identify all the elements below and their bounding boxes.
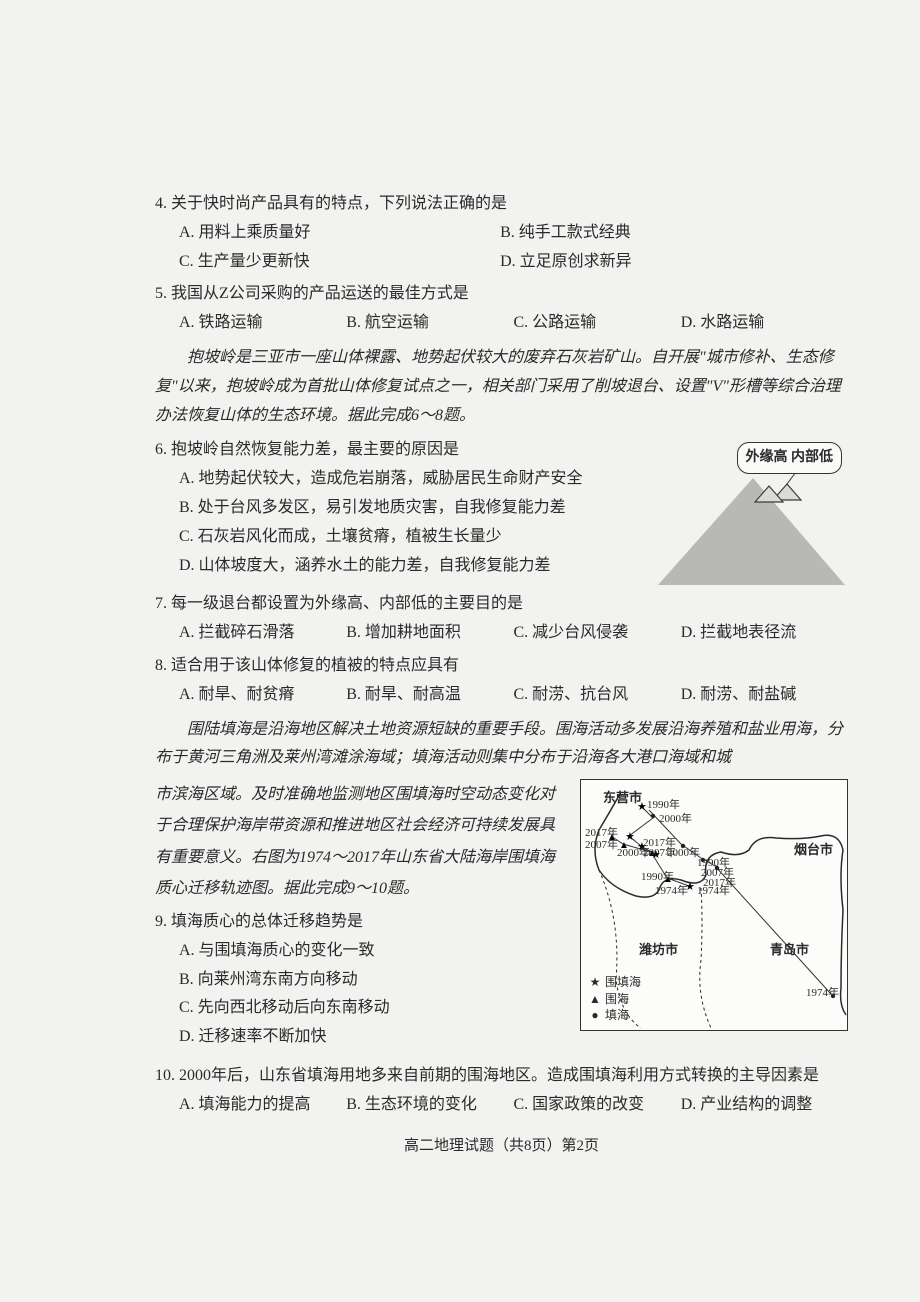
q6-opt-b: B. 处于台风多发区，易引发地质灾害，自我修复能力差 — [179, 494, 643, 523]
q6-opt-d: D. 山体坡度大，涵养水土的能力差，自我修复能力差 — [179, 552, 643, 581]
q10-opt-b: B. 生态环境的变化 — [346, 1091, 513, 1120]
q10-opt-d: D. 产业结构的调整 — [681, 1091, 848, 1120]
q5-options: A. 铁路运输 B. 航空运输 C. 公路运输 D. 水路运输 — [155, 309, 848, 338]
diagram-callout: 外缘高 内部低 — [737, 442, 843, 473]
shandong-map: ★ ★ ★ ★ ★ ▲ ▲ ▲ ▲ 东营市 烟台市 潍坊市 青岛市 1 — [580, 779, 848, 1031]
q9-opt-a: A. 与围填海质心的变化一致 — [179, 937, 570, 966]
q7-opt-b: B. 增加耕地面积 — [346, 619, 513, 648]
question-8: 8. 适合用于该山体修复的植被的特点应具有 A. 耐旱、耐贫瘠 B. 耐旱、耐高… — [155, 652, 848, 710]
page-footer: 高二地理试题（共8页）第2页 — [155, 1133, 848, 1160]
q6-opt-c: C. 石灰岩风化而成，土壤贫瘠，植被生长量少 — [179, 523, 643, 552]
q5-opt-c: C. 公路运输 — [514, 309, 681, 338]
leg-tian-label: 填海 — [605, 1007, 629, 1024]
passage2-map-block: 市滨海区域。及时准确地监测地区围填海时空动态变化对于合理保护海岸带资源和推进地区… — [155, 779, 848, 1056]
yr-1974-c: 1974年 — [806, 984, 839, 1004]
q8-opt-b: B. 耐旱、耐高温 — [346, 681, 513, 710]
q4-options-row2: C. 生产量少更新快 D. 立足原创求新异 — [155, 248, 848, 277]
triangle-icon: ▲ — [589, 991, 601, 1008]
legend-weitian: ★围填海 — [589, 974, 641, 991]
star-icon: ★ — [589, 974, 601, 991]
q8-options: A. 耐旱、耐贫瘠 B. 耐旱、耐高温 C. 耐涝、抗台风 D. 耐涝、耐盐碱 — [155, 681, 848, 710]
legend-tian: ●填海 — [589, 1007, 641, 1024]
passage-2a: 围陆填海是沿海地区解决土地资源短缺的重要手段。围海活动多发展沿海养殖和盐业用海，… — [155, 716, 848, 774]
q5-opt-a: A. 铁路运输 — [179, 309, 346, 338]
passage-2b: 市滨海区域。及时准确地监测地区围填海时空动态变化对于合理保护海岸带资源和推进地区… — [155, 779, 570, 904]
city-dongying: 东营市 — [603, 786, 642, 809]
city-yantai: 烟台市 — [794, 838, 833, 861]
leg-wei-label: 围海 — [605, 991, 629, 1008]
q9-opt-c: C. 先向西北移动后向东南移动 — [179, 994, 570, 1023]
q9-stem: 9. 填海质心的总体迁移趋势是 — [155, 908, 570, 937]
q7-opt-a: A. 拦截碎石滑落 — [179, 619, 346, 648]
q5-opt-d: D. 水路运输 — [681, 309, 848, 338]
q10-options: A. 填海能力的提高 B. 生态环境的变化 C. 国家政策的改变 D. 产业结构… — [155, 1091, 848, 1120]
q8-stem: 8. 适合用于该山体修复的植被的特点应具有 — [155, 652, 848, 681]
yr-2007-a: 2007年 — [585, 836, 618, 856]
yr-2000-b: 2000年 — [617, 844, 650, 864]
question-9: 9. 填海质心的总体迁移趋势是 A. 与围填海质心的变化一致 B. 向莱州湾东南… — [155, 908, 570, 1052]
q5-stem: 5. 我国从Z公司采购的产品运送的最佳方式是 — [155, 280, 848, 309]
passage-1: 抱坡岭是三亚市一座山体裸露、地势起伏较大的废弃石灰岩矿山。自开展"城市修补、生态… — [155, 344, 848, 430]
yr-2000-c: 2000年 — [667, 844, 700, 864]
q7-opt-d: D. 拦截地表径流 — [681, 619, 848, 648]
dot-icon: ● — [589, 1007, 601, 1024]
question-10: 10. 2000年后，山东省填海用地多来自前期的围海地区。造成围填海利用方式转换… — [155, 1062, 848, 1120]
q8-opt-c: C. 耐涝、抗台风 — [514, 681, 681, 710]
q9-opt-d: D. 迁移速率不断加快 — [179, 1023, 570, 1052]
q4-stem: 4. 关于快时尚产品具有的特点，下列说法正确的是 — [155, 190, 848, 219]
mountain-diagram: 外缘高 内部低 — [653, 440, 848, 590]
q8-opt-d: D. 耐涝、耐盐碱 — [681, 681, 848, 710]
q4-opt-d: D. 立足原创求新异 — [500, 248, 821, 277]
q10-opt-a: A. 填海能力的提高 — [179, 1091, 346, 1120]
question-5: 5. 我国从Z公司采购的产品运送的最佳方式是 A. 铁路运输 B. 航空运输 C… — [155, 280, 848, 338]
q4-opt-b: B. 纯手工款式经典 — [500, 219, 821, 248]
question-7: 7. 每一级退台都设置为外缘高、内部低的主要目的是 A. 拦截碎石滑落 B. 增… — [155, 590, 848, 648]
q4-options-row1: A. 用料上乘质量好 B. 纯手工款式经典 — [155, 219, 848, 248]
yr-2000-a: 2000年 — [659, 810, 692, 830]
mountain-shape — [658, 478, 845, 585]
q6-stem: 6. 抱坡岭自然恢复能力差，最主要的原因是 — [155, 436, 643, 465]
q4-opt-c: C. 生产量少更新快 — [179, 248, 500, 277]
q6-block: 6. 抱坡岭自然恢复能力差，最主要的原因是 A. 地势起伏较大，造成危岩崩落，威… — [155, 436, 848, 590]
q6-opt-a: A. 地势起伏较大，造成危岩崩落，威胁居民生命财产安全 — [179, 465, 643, 494]
q10-opt-c: C. 国家政策的改变 — [514, 1091, 681, 1120]
q7-opt-c: C. 减少台风侵袭 — [514, 619, 681, 648]
q5-opt-b: B. 航空运输 — [346, 309, 513, 338]
boundary-1 — [700, 888, 711, 1028]
q9-opt-b: B. 向莱州湾东南方向移动 — [179, 966, 570, 995]
q4-opt-a: A. 用料上乘质量好 — [179, 219, 500, 248]
city-qingdao: 青岛市 — [770, 938, 809, 961]
leg-weitian-label: 围填海 — [605, 974, 641, 991]
yr-1974-a: 1974年 — [655, 882, 688, 902]
question-4: 4. 关于快时尚产品具有的特点，下列说法正确的是 A. 用料上乘质量好 B. 纯… — [155, 190, 848, 276]
map-legend: ★围填海 ▲围海 ●填海 — [589, 974, 641, 1024]
yr-1974-b: 1974年 — [697, 882, 730, 902]
q10-stem: 10. 2000年后，山东省填海用地多来自前期的围海地区。造成围填海利用方式转换… — [155, 1062, 848, 1091]
q7-options: A. 拦截碎石滑落 B. 增加耕地面积 C. 减少台风侵袭 D. 拦截地表径流 — [155, 619, 848, 648]
q8-opt-a: A. 耐旱、耐贫瘠 — [179, 681, 346, 710]
city-weifang: 潍坊市 — [639, 938, 678, 961]
legend-wei: ▲围海 — [589, 991, 641, 1008]
q7-stem: 7. 每一级退台都设置为外缘高、内部低的主要目的是 — [155, 590, 848, 619]
